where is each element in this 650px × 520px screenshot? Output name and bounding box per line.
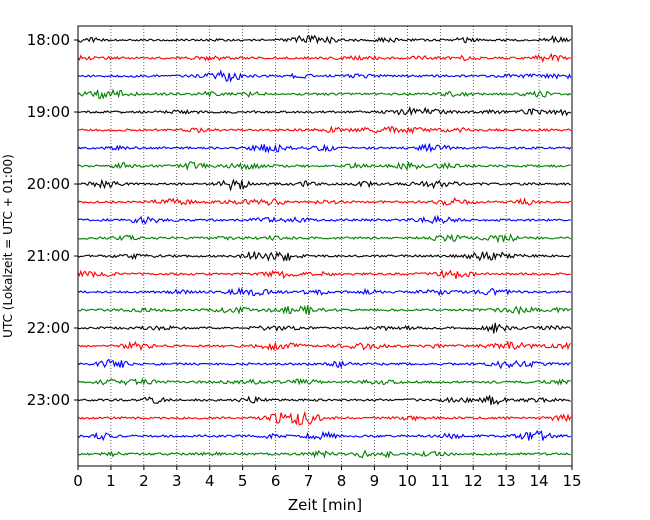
x-tick-label-8: 8 <box>337 472 347 490</box>
trace-2215 <box>77 340 572 352</box>
x-tick-label-6: 6 <box>271 472 281 490</box>
grid-lines <box>110 26 540 466</box>
trace-2245 <box>77 377 571 386</box>
trace-2045 <box>77 233 572 244</box>
plot-area <box>78 26 572 466</box>
trace-2345 <box>77 449 571 459</box>
trace-2315 <box>77 410 572 426</box>
trace-2300 <box>77 395 571 406</box>
plot-frame <box>77 25 573 467</box>
trace-1930 <box>77 142 572 154</box>
trace-2100 <box>77 250 571 263</box>
x-tick-label-10: 10 <box>398 472 417 490</box>
trace-2230 <box>77 358 571 370</box>
trace-2030 <box>77 214 571 225</box>
x-tick-label-14: 14 <box>530 472 549 490</box>
x-tick-label-11: 11 <box>431 472 450 490</box>
x-tick-label-3: 3 <box>172 472 182 490</box>
x-tick-label-2: 2 <box>139 472 149 490</box>
trace-2145 <box>77 304 571 316</box>
trace-1830 <box>77 69 572 83</box>
x-tick-label-15: 15 <box>562 472 581 490</box>
trace-2015 <box>77 196 571 207</box>
y-tick-label-0: 18:00 <box>27 31 70 49</box>
y-axis: 18:00 19:00 20:00 21:00 22:00 23:00 <box>27 31 78 409</box>
trace-2115 <box>77 268 571 280</box>
x-axis-label: Zeit [min] <box>288 496 362 514</box>
trace-1945 <box>77 161 571 172</box>
trace-1845 <box>77 88 572 100</box>
y-axis-label: UTC (Lokalzeit = UTC + 01:00) <box>1 154 15 338</box>
trace-2200 <box>77 322 572 334</box>
y-tick-label-2: 20:00 <box>27 175 70 193</box>
x-tick-label-1: 1 <box>106 472 116 490</box>
y-tick-label-4: 22:00 <box>27 319 70 337</box>
y-tick-label-1: 19:00 <box>27 103 70 121</box>
trace-1815 <box>77 52 571 64</box>
x-axis: 0 1 2 3 4 5 6 7 8 9 10 11 12 13 14 15 <box>73 466 582 490</box>
y-tick-label-3: 21:00 <box>27 247 70 265</box>
x-tick-label-13: 13 <box>497 472 516 490</box>
y-tick-label-5: 23:00 <box>27 391 70 409</box>
x-tick-label-9: 9 <box>370 472 380 490</box>
trace-1800 <box>77 34 572 45</box>
trace-1900 <box>77 105 572 117</box>
trace-2000 <box>77 178 571 192</box>
trace-2130 <box>77 286 572 297</box>
trace-2330 <box>77 429 571 442</box>
trace-group <box>77 34 572 459</box>
trace-1915 <box>77 125 572 135</box>
x-tick-label-5: 5 <box>238 472 248 490</box>
x-tick-label-4: 4 <box>205 472 215 490</box>
x-tick-label-0: 0 <box>73 472 83 490</box>
x-tick-label-7: 7 <box>304 472 314 490</box>
x-tick-label-12: 12 <box>464 472 483 490</box>
